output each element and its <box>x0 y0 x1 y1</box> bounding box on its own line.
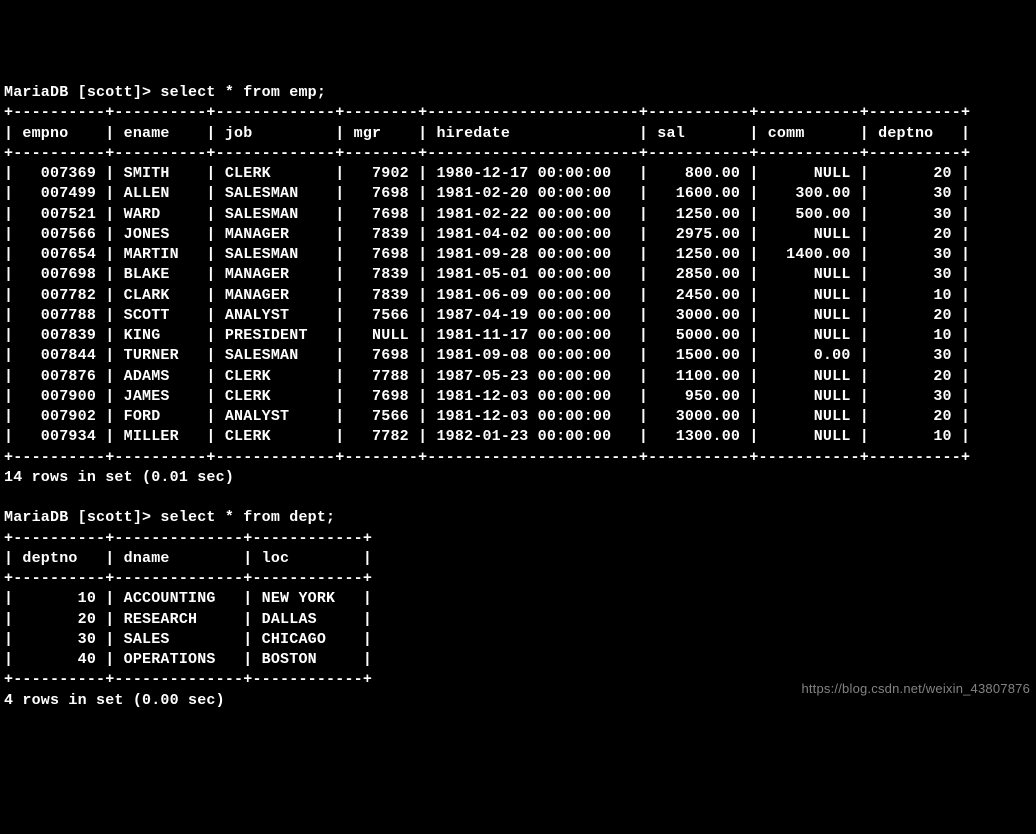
terminal-output: MariaDB [scott]> select * from emp; +---… <box>4 83 1032 711</box>
watermark-text: https://blog.csdn.net/weixin_43807876 <box>801 680 1030 698</box>
